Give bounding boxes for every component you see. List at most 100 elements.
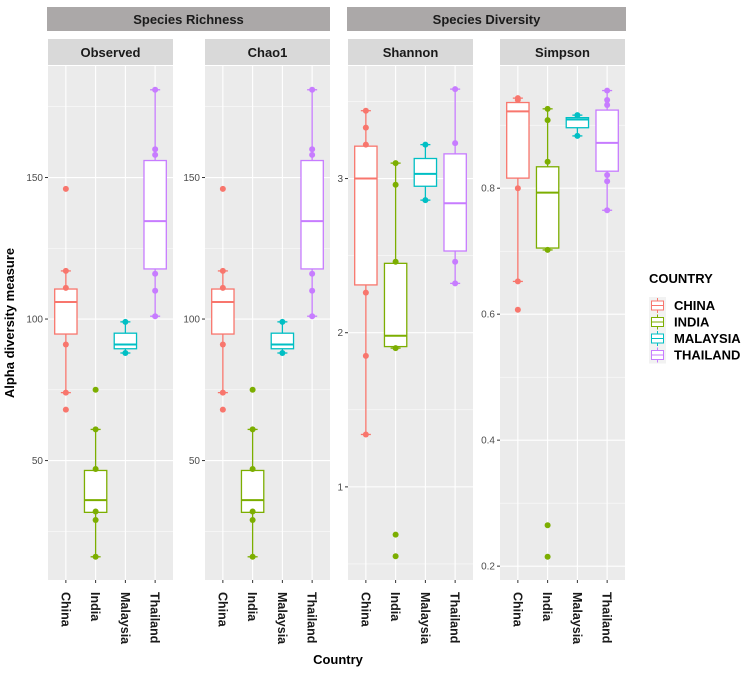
box-iqr bbox=[354, 145, 378, 286]
x-tick-label: India bbox=[88, 592, 102, 622]
data-point bbox=[362, 107, 369, 114]
data-point bbox=[392, 160, 399, 167]
data-point bbox=[92, 553, 99, 560]
data-point bbox=[62, 267, 69, 274]
legend-item-india: INDIA bbox=[649, 313, 710, 331]
data-point bbox=[249, 516, 256, 523]
facet-chao1: Chao1 50 100 150 China India Malaysia Thailand bbox=[183, 39, 330, 645]
data-point bbox=[392, 258, 399, 265]
x-tick-label: India bbox=[388, 592, 402, 622]
data-point bbox=[92, 508, 99, 515]
data-point bbox=[452, 258, 459, 265]
y-tick-label: 150 bbox=[26, 173, 43, 184]
box-iqr bbox=[83, 469, 108, 514]
data-point bbox=[392, 181, 399, 188]
x-tick-label: China bbox=[510, 592, 524, 628]
data-point bbox=[574, 112, 581, 119]
group-strip-diversity: Species Diversity bbox=[347, 7, 626, 31]
data-point bbox=[309, 86, 316, 93]
data-point bbox=[514, 278, 521, 285]
x-tick-label: Malaysia bbox=[275, 592, 289, 645]
data-point bbox=[62, 406, 69, 413]
x-tick-label: Malaysia bbox=[118, 592, 132, 645]
facet-strip-label: Chao1 bbox=[248, 45, 288, 60]
y-tick-label: 1 bbox=[337, 482, 343, 493]
data-point bbox=[604, 87, 611, 94]
data-point bbox=[514, 97, 521, 104]
data-point bbox=[62, 341, 69, 348]
data-point bbox=[152, 313, 159, 320]
box-thailand bbox=[443, 86, 467, 287]
data-point bbox=[362, 124, 369, 131]
data-point bbox=[249, 386, 256, 393]
box-iqr bbox=[300, 159, 324, 270]
y-tick-label: 0.2 bbox=[481, 562, 495, 573]
data-point bbox=[279, 350, 286, 357]
box-india bbox=[383, 160, 408, 560]
data-point bbox=[122, 318, 129, 325]
box-malaysia bbox=[113, 318, 138, 357]
box-iqr bbox=[54, 288, 78, 335]
data-point bbox=[92, 516, 99, 523]
data-point bbox=[422, 197, 429, 204]
data-point bbox=[514, 306, 521, 313]
data-point bbox=[452, 140, 459, 147]
data-point bbox=[544, 522, 551, 529]
data-point bbox=[279, 318, 286, 325]
x-tick-label: India bbox=[245, 592, 259, 622]
data-point bbox=[362, 141, 369, 148]
data-point bbox=[152, 151, 159, 158]
data-point bbox=[452, 280, 459, 287]
box-iqr bbox=[535, 166, 560, 249]
data-point bbox=[544, 117, 551, 124]
box-china bbox=[354, 107, 378, 438]
legend-label: THAILAND bbox=[674, 348, 740, 363]
data-point bbox=[219, 284, 226, 291]
y-tick-label: 2 bbox=[337, 328, 343, 339]
data-point bbox=[92, 466, 99, 473]
box-china bbox=[211, 185, 235, 413]
data-point bbox=[392, 345, 399, 352]
box-india bbox=[240, 386, 265, 560]
x-tick-label: China bbox=[215, 592, 229, 628]
data-point bbox=[544, 246, 551, 253]
group-strip-label: Species Diversity bbox=[433, 12, 541, 27]
x-tick-label: China bbox=[58, 592, 72, 628]
legend-label: MALAYSIA bbox=[674, 331, 741, 346]
data-point bbox=[219, 389, 226, 396]
data-point bbox=[92, 426, 99, 433]
box-china bbox=[506, 95, 530, 313]
y-tick-label: 50 bbox=[189, 456, 201, 467]
box-india bbox=[535, 105, 560, 560]
y-tick-label: 50 bbox=[32, 456, 44, 467]
x-tick-label: Malaysia bbox=[418, 592, 432, 645]
y-tick-label: 0.4 bbox=[481, 436, 495, 447]
data-point bbox=[392, 531, 399, 538]
facet-simpson: Simpson 0.2 0.4 0.6 0.8 China India Malaysia Tha… bbox=[481, 39, 625, 645]
data-point bbox=[62, 185, 69, 192]
facet-strip-bg bbox=[48, 39, 173, 65]
y-tick-label: 100 bbox=[26, 315, 43, 326]
facet-shannon: Shannon 1 2 3 China India Malaysia Thailand bbox=[337, 39, 473, 645]
data-point bbox=[362, 352, 369, 359]
y-tick-label: 0.8 bbox=[481, 184, 495, 195]
box-iqr bbox=[413, 157, 438, 187]
box-iqr bbox=[240, 469, 265, 514]
data-point bbox=[219, 267, 226, 274]
x-tick-label: Thailand bbox=[305, 592, 319, 643]
box-china bbox=[54, 185, 78, 413]
x-tick-label: China bbox=[358, 592, 372, 628]
facet-strip-label: Observed bbox=[81, 45, 141, 60]
data-point bbox=[309, 146, 316, 153]
data-point bbox=[219, 341, 226, 348]
data-point bbox=[574, 132, 581, 139]
data-point bbox=[362, 289, 369, 296]
facet-strip-bg bbox=[205, 39, 330, 65]
legend-item-malaysia: MALAYSIA bbox=[649, 330, 741, 347]
data-point bbox=[309, 151, 316, 158]
y-tick-label: 0.6 bbox=[481, 310, 495, 321]
box-malaysia bbox=[565, 112, 590, 139]
box-iqr bbox=[270, 332, 295, 350]
box-iqr bbox=[113, 332, 138, 350]
